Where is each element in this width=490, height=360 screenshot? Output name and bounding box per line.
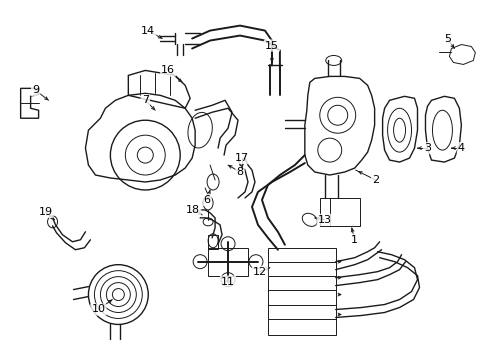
Text: 1: 1 — [351, 235, 358, 245]
Text: 15: 15 — [265, 41, 279, 50]
Text: 11: 11 — [221, 276, 235, 287]
Text: 8: 8 — [237, 167, 244, 177]
Text: 14: 14 — [141, 26, 155, 36]
Text: 13: 13 — [318, 215, 332, 225]
Text: 3: 3 — [424, 143, 431, 153]
Text: 16: 16 — [161, 66, 175, 76]
Text: 9: 9 — [32, 85, 39, 95]
Bar — [208, 235, 218, 249]
Text: 2: 2 — [372, 175, 379, 185]
Text: 6: 6 — [204, 195, 211, 205]
Text: 7: 7 — [142, 95, 149, 105]
Bar — [268, 248, 336, 336]
Text: 5: 5 — [444, 33, 451, 44]
Text: 19: 19 — [39, 207, 52, 217]
Text: 17: 17 — [235, 153, 249, 163]
Text: 10: 10 — [92, 305, 105, 315]
Text: 4: 4 — [458, 143, 465, 153]
Text: 12: 12 — [253, 267, 267, 276]
Bar — [320, 198, 360, 226]
Text: 18: 18 — [186, 205, 200, 215]
